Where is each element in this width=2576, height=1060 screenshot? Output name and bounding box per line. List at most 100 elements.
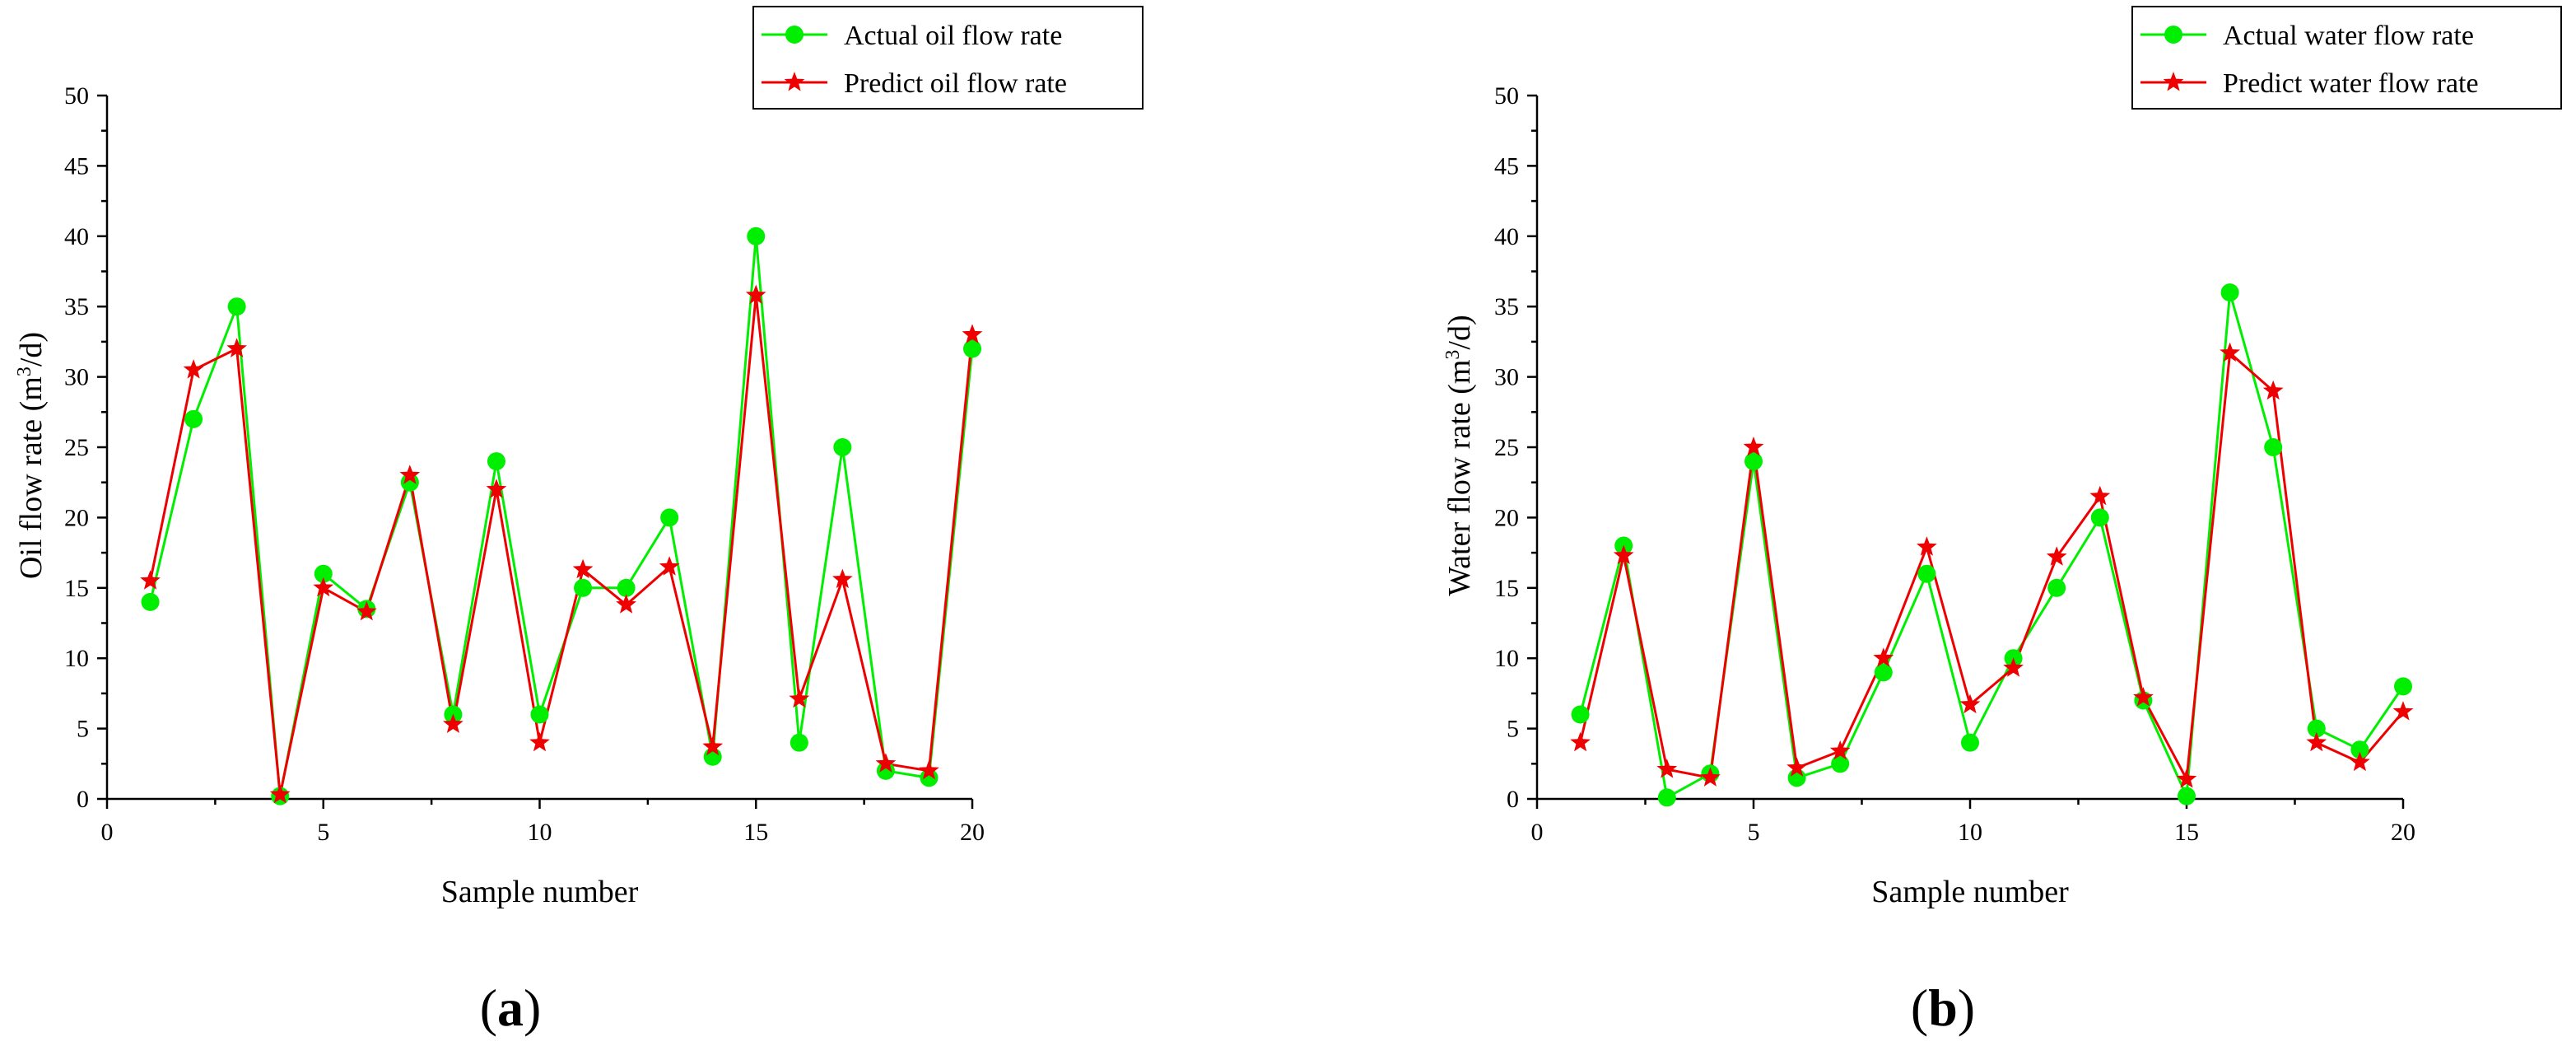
data-point-predict: [183, 359, 204, 379]
chart-water-flow-rate: 0 5 10 15 20 25 30 35 40 45 50 0 5 10 15 20 Sample numbe…: [1442, 6, 2562, 1037]
y-tick-label: 40: [1494, 223, 1519, 250]
y-tick-label: 5: [77, 716, 89, 743]
y-tick-label: 0: [1507, 786, 1519, 813]
data-point-predict: [572, 558, 594, 579]
series-line-predict: [149, 294, 974, 796]
y-axis-title: Oil flow rate (m3/d): [14, 332, 49, 579]
data-point-predict: [2089, 485, 2111, 506]
data-point-actual: [2090, 508, 2109, 527]
data-point-predict: [1829, 740, 1851, 760]
data-point-actual: [1657, 788, 1676, 807]
x-tick-label: 0: [101, 819, 114, 846]
chart-oil-flow-rate: 0 5 10 15 20 25 30 35 40 45 50 0 5 10 15 20 Sample numbe…: [14, 6, 1144, 1037]
series-line-predict: [1579, 352, 2405, 781]
y-tick-label: 25: [1494, 434, 1519, 461]
y-axis-title: Water flow rate (m3/d): [1442, 315, 1477, 595]
y-tick-label: 50: [64, 82, 89, 110]
data-point-predict: [140, 570, 161, 590]
data-point-actual: [790, 733, 808, 752]
data-point-actual: [2264, 438, 2283, 456]
data-point-predict: [486, 479, 507, 498]
data-point-predict: [616, 594, 636, 614]
data-point-predict: [745, 284, 766, 305]
data-point-predict: [399, 465, 421, 484]
legend-marker-actual: [2164, 26, 2182, 44]
x-axis-title: Sample number: [1871, 875, 2069, 909]
data-point-predict: [1700, 767, 1721, 787]
data-point-actual: [660, 508, 679, 527]
data-point-predict: [2306, 731, 2327, 752]
x-tick-label: 20: [960, 819, 985, 846]
panel-label: (a): [480, 978, 542, 1037]
data-point-predict: [702, 735, 724, 756]
data-point-actual: [2047, 578, 2066, 597]
data-point-predict: [529, 731, 550, 752]
data-point-predict: [1656, 759, 1678, 778]
legend: Actual oil flow rate Predict oil flow rat…: [752, 6, 1144, 110]
y-tick-label: 25: [64, 434, 89, 461]
data-point-predict: [1959, 693, 1981, 714]
data-point-actual: [487, 452, 505, 471]
panel-label: (b): [1911, 978, 1975, 1037]
data-point-predict: [1613, 544, 1634, 564]
data-point-predict: [832, 568, 853, 589]
data-point-predict: [2046, 546, 2067, 566]
data-point-actual: [1961, 733, 1979, 752]
data-point-predict: [1570, 731, 1591, 752]
x-tick-label: 0: [1531, 819, 1544, 846]
y-tick-label: 15: [64, 575, 89, 602]
legend-label: Predict water flow rate: [2223, 68, 2479, 99]
data-point-actual: [2220, 283, 2239, 302]
legend-marker-actual: [785, 26, 804, 44]
data-point-predict: [962, 324, 983, 343]
data-point-actual: [1745, 452, 1763, 471]
data-point-predict: [2262, 380, 2284, 400]
data-point-actual: [2307, 719, 2326, 738]
data-point-predict: [1743, 437, 1764, 456]
y-tick-label: 45: [64, 152, 89, 180]
y-tick-label: 35: [1494, 293, 1519, 320]
series-line-actual: [149, 235, 974, 798]
x-tick-label: 10: [528, 819, 552, 846]
data-point-actual: [227, 297, 246, 316]
y-tick-label: 30: [1494, 364, 1519, 391]
data-point-actual: [747, 226, 766, 245]
x-axis-title: Sample number: [441, 875, 639, 909]
data-point-predict: [2350, 751, 2370, 772]
data-point-predict: [789, 688, 810, 708]
y-tick-label: 45: [1494, 152, 1519, 180]
y-tick-label: 0: [77, 786, 89, 813]
data-point-predict: [875, 753, 897, 773]
data-point-predict: [443, 713, 463, 733]
y-tick-label: 20: [1494, 504, 1519, 531]
data-point-actual: [1571, 705, 1590, 724]
y-tick-label: 5: [1507, 716, 1519, 743]
y-tick-label: 50: [1494, 82, 1519, 110]
legend-marker-predict: [784, 72, 805, 91]
data-point-predict: [2003, 657, 2024, 677]
series-line-actual: [1579, 291, 2405, 799]
x-tick-label: 5: [317, 819, 329, 846]
y-tick-label: 10: [64, 645, 89, 672]
data-point-predict: [269, 783, 291, 804]
data-point-actual: [1917, 564, 1936, 583]
data-point-predict: [313, 577, 334, 597]
data-point-predict: [2392, 701, 2414, 721]
data-point-predict: [659, 556, 680, 576]
x-tick-label: 15: [743, 819, 768, 846]
data-point-actual: [141, 592, 160, 611]
legend-label: Predict oil flow rate: [844, 68, 1067, 99]
data-point-actual: [1831, 754, 1850, 773]
data-point-predict: [919, 759, 939, 780]
data-point-predict: [1786, 757, 1807, 777]
data-point-actual: [2178, 787, 2196, 806]
data-point-actual: [574, 578, 593, 597]
data-point-predict: [2133, 687, 2154, 707]
y-tick-label: 35: [64, 293, 89, 320]
y-tick-label: 30: [64, 364, 89, 391]
y-tick-label: 20: [64, 504, 89, 531]
data-point-predict: [1917, 536, 1937, 556]
data-point-predict: [1873, 647, 1894, 667]
y-tick-label: 15: [1494, 575, 1519, 602]
